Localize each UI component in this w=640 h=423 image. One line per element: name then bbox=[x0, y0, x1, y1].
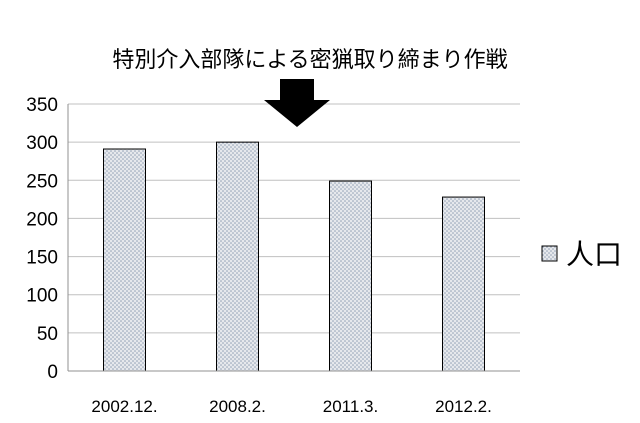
axes bbox=[67, 104, 520, 372]
legend: 人口 bbox=[541, 238, 622, 271]
bar bbox=[216, 141, 259, 372]
x-tick-label: 2008.2. bbox=[209, 397, 266, 416]
x-tick-label: 2012.2. bbox=[435, 397, 492, 416]
y-tick-label: 350 bbox=[26, 95, 58, 116]
y-tick-label: 0 bbox=[47, 362, 58, 383]
y-tick-label: 150 bbox=[26, 248, 58, 269]
bar bbox=[329, 180, 372, 372]
legend-swatch bbox=[541, 245, 558, 262]
event-annotation: 特別介入部隊による密猟取り締まり作戦 bbox=[112, 48, 508, 73]
y-tick-label: 100 bbox=[26, 286, 58, 307]
y-tick-labels: 0 50 100 150 200 250 300 350 bbox=[26, 95, 58, 383]
bars bbox=[103, 141, 485, 372]
y-tick-label: 200 bbox=[26, 209, 58, 230]
down-arrow-icon bbox=[264, 79, 330, 127]
x-tick-label: 2002.12. bbox=[91, 397, 157, 416]
legend-label: 人口 bbox=[566, 238, 622, 271]
bar bbox=[442, 196, 485, 372]
x-tick-label: 2011.3. bbox=[323, 397, 378, 416]
y-tick-label: 250 bbox=[26, 171, 58, 192]
y-tick-label: 300 bbox=[26, 133, 58, 154]
x-tick-labels: 2002.12. 2008.2. 2011.3. 2012.2. bbox=[91, 397, 491, 416]
bar bbox=[103, 148, 146, 372]
y-tick-label: 50 bbox=[37, 324, 58, 345]
